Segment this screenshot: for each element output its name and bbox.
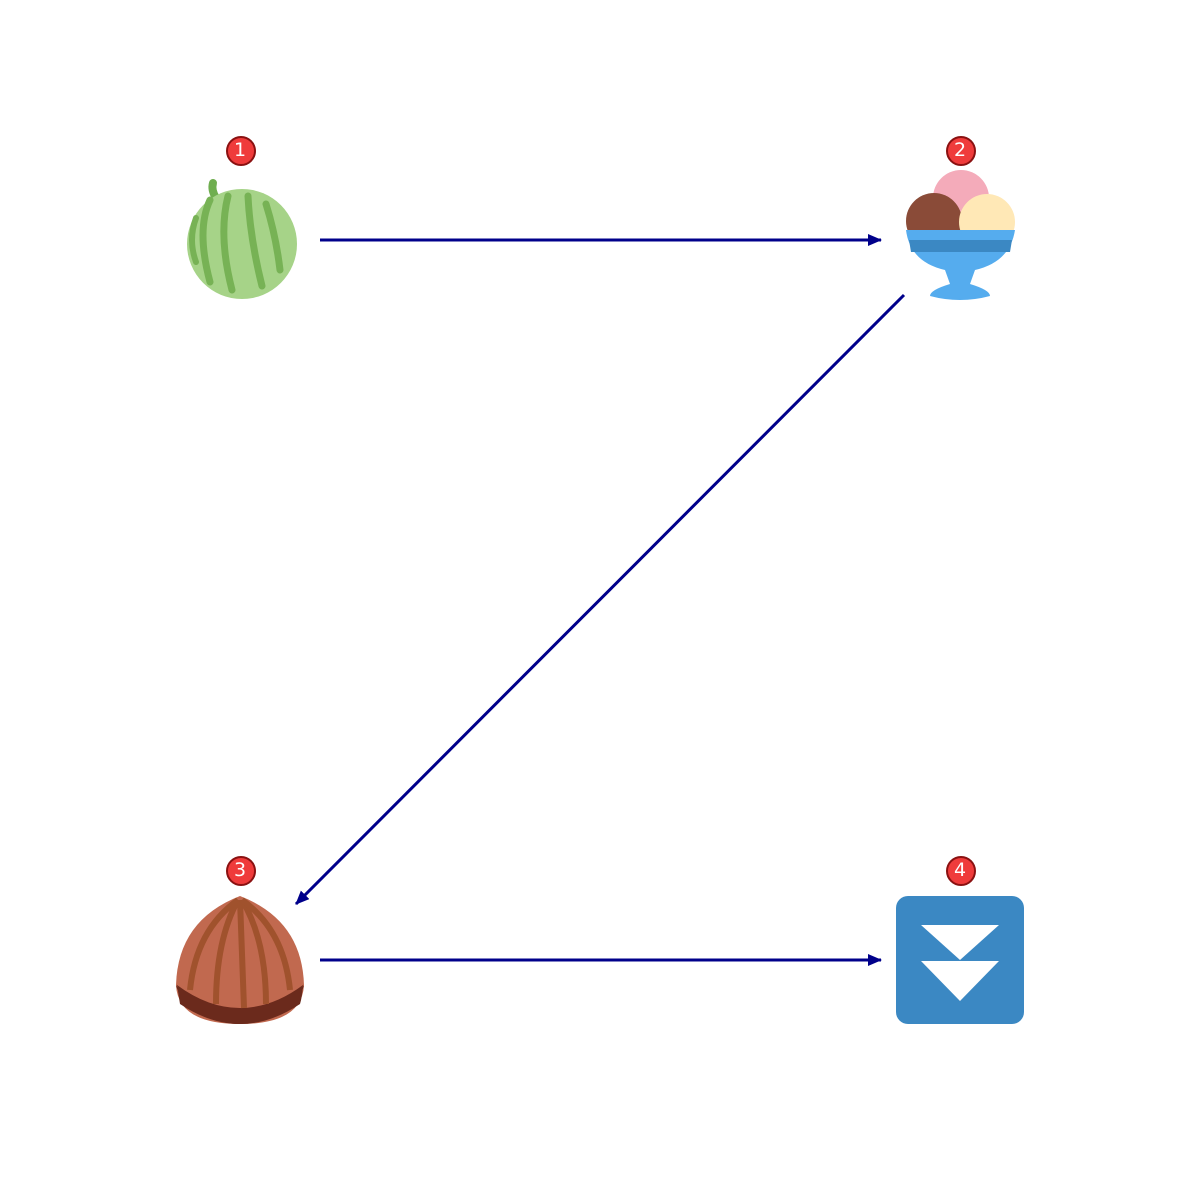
badge-1-label: 1 <box>234 139 246 161</box>
badge-2: 2 <box>946 136 976 166</box>
node-1: 1 <box>187 136 297 299</box>
fast-down-button-icon <box>896 896 1024 1024</box>
melon-icon <box>187 179 297 299</box>
edge-2-to-3 <box>294 293 906 906</box>
badge-3: 3 <box>226 856 256 886</box>
ice-cream-icon <box>906 170 1015 300</box>
badge-4-label: 4 <box>954 859 966 881</box>
badge-4: 4 <box>946 856 976 886</box>
badge-2-label: 2 <box>954 139 966 161</box>
badge-1: 1 <box>226 136 256 166</box>
node-3: 3 <box>176 856 304 1024</box>
node-2: 2 <box>906 136 1015 300</box>
chestnut-icon <box>176 896 304 1024</box>
edges <box>294 234 906 966</box>
node-4: 4 <box>896 856 1024 1024</box>
badge-3-label: 3 <box>234 859 246 881</box>
